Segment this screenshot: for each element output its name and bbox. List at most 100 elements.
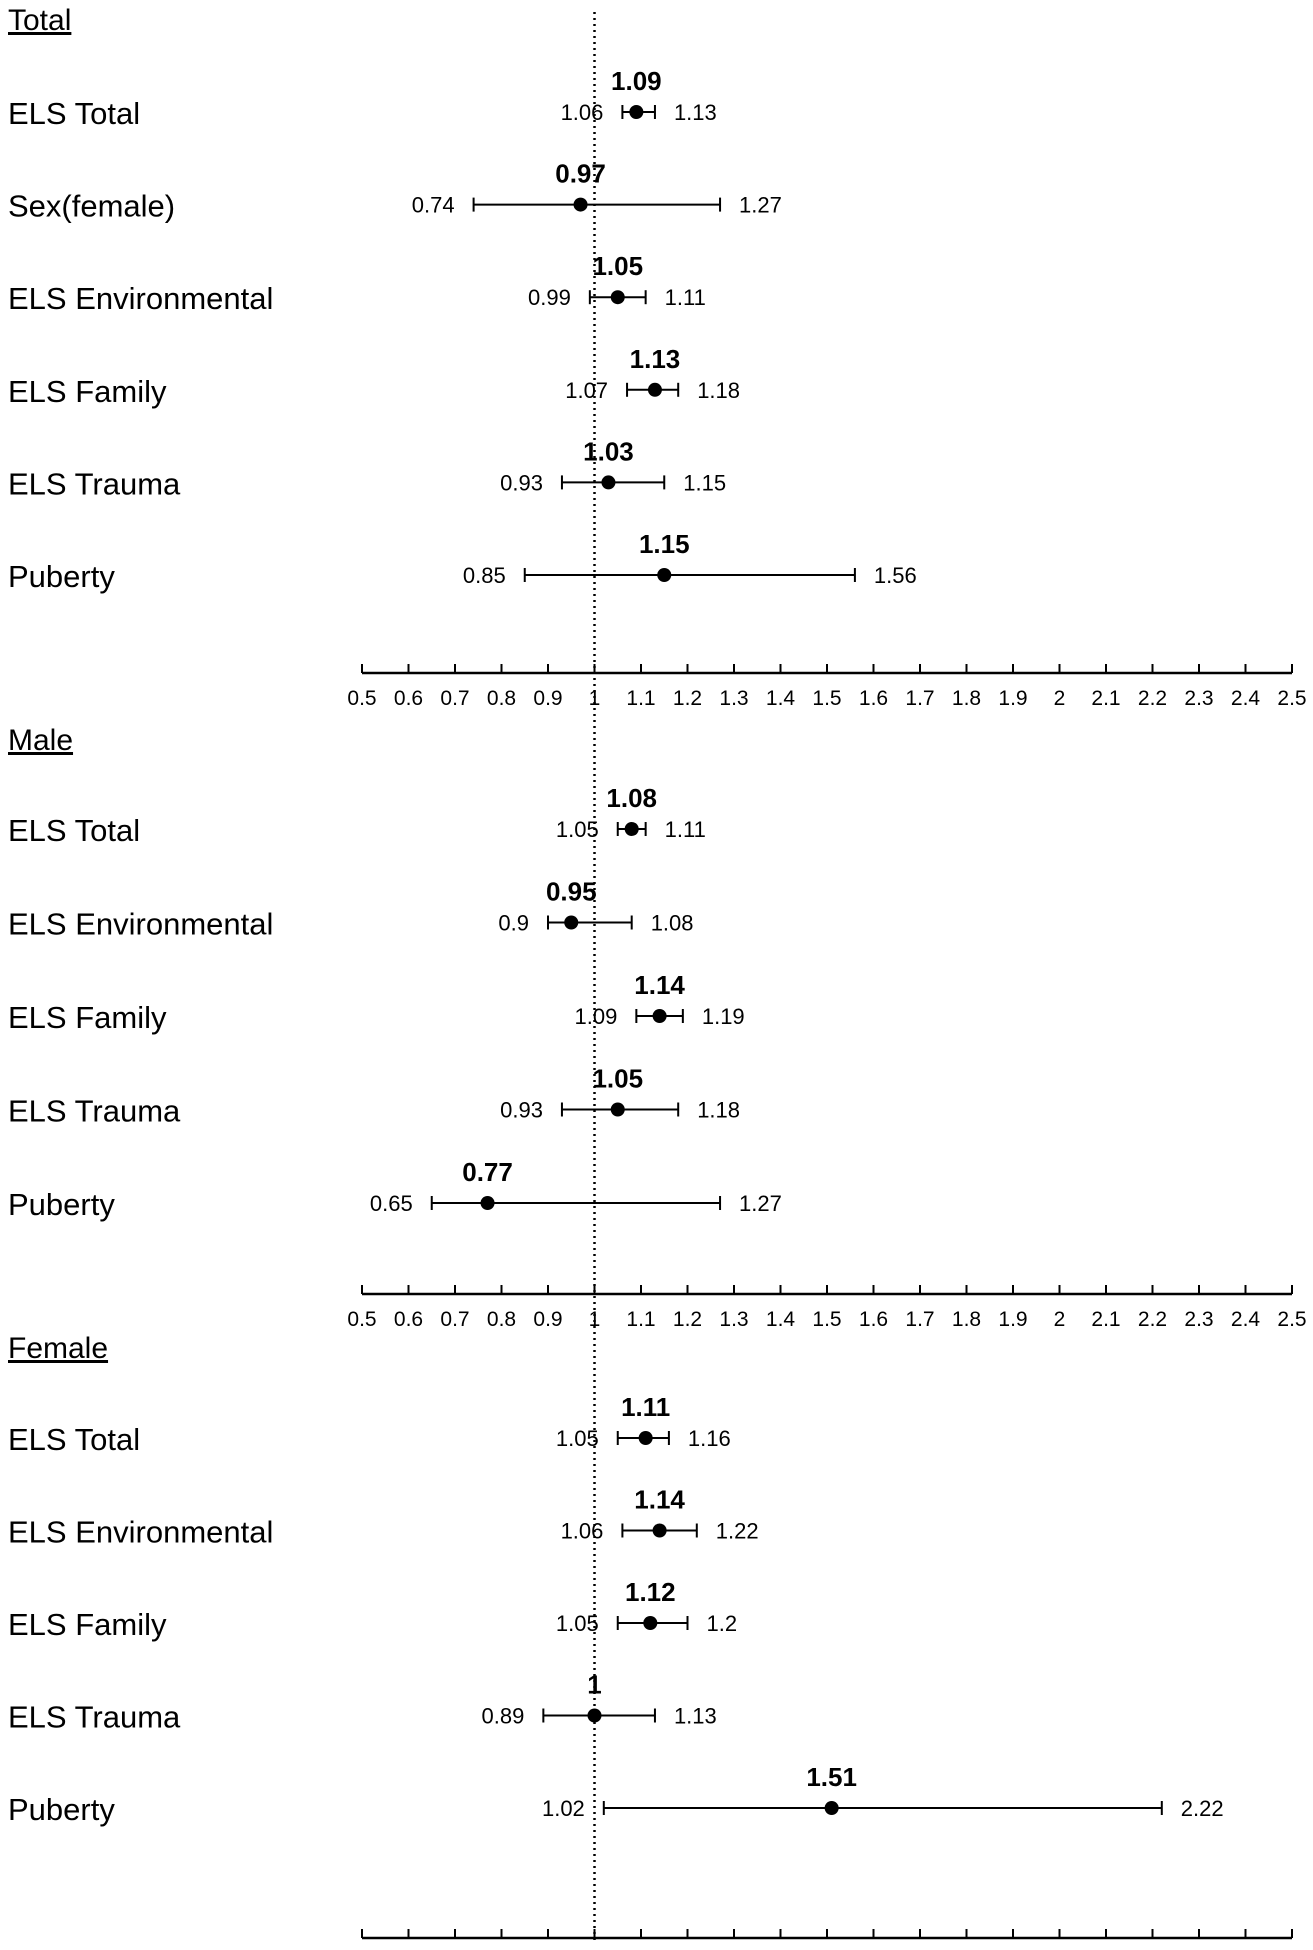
x-tick-label: 1.6 — [859, 687, 888, 710]
x-tick-label: 1.8 — [952, 687, 981, 710]
row-label: ELS Trauma — [8, 1094, 181, 1129]
estimate-label: 1.13 — [630, 344, 681, 374]
row-label: ELS Total — [8, 1422, 140, 1457]
estimate-point — [624, 822, 639, 836]
estimate-label: 1.12 — [625, 1577, 676, 1607]
x-tick-label: 2.1 — [1091, 687, 1120, 710]
ci-upper-label: 1.15 — [683, 470, 726, 495]
x-tick-label: 1.9 — [998, 1308, 1027, 1331]
x-tick-label: 2.3 — [1184, 1308, 1213, 1331]
x-tick-label: 2.5 — [1277, 687, 1306, 710]
estimate-label: 1.11 — [621, 1392, 670, 1422]
ci-lower-label: 1.05 — [556, 1611, 599, 1636]
x-tick-label: 1 — [589, 1308, 601, 1331]
panel-title: Male — [8, 724, 73, 757]
x-tick-label: 0.8 — [487, 687, 516, 710]
x-tick-label: 1.8 — [952, 1308, 981, 1331]
ci-upper-label: 1.56 — [874, 563, 917, 588]
ci-upper-label: 1.18 — [697, 378, 740, 403]
ci-lower-label: 0.74 — [412, 193, 455, 218]
x-tick-label: 1.5 — [812, 1308, 841, 1331]
row-label: ELS Trauma — [8, 466, 181, 501]
ci-upper-label: 1.08 — [651, 911, 694, 936]
x-tick-label: 1.2 — [673, 687, 702, 710]
ci-lower-label: 0.93 — [500, 1098, 543, 1123]
x-tick-label: 2.2 — [1138, 687, 1167, 710]
ci-lower-label: 1.05 — [556, 817, 599, 842]
x-tick-label: 1.4 — [766, 687, 796, 710]
row-label: ELS Environmental — [8, 1515, 273, 1550]
x-tick-label: 1.1 — [626, 1308, 655, 1331]
row-label: Puberty — [8, 1187, 115, 1222]
x-tick-label: 0.9 — [533, 1308, 562, 1331]
x-tick-label: 0.7 — [440, 1308, 469, 1331]
estimate-point — [480, 1196, 495, 1210]
panel-title: Total — [8, 4, 71, 37]
row-label: Puberty — [8, 1792, 115, 1827]
x-tick-label: 2.3 — [1184, 687, 1213, 710]
ci-upper-label: 1.19 — [702, 1004, 745, 1029]
x-tick-label: 2.4 — [1231, 1308, 1261, 1331]
ci-lower-label: 0.65 — [370, 1191, 413, 1216]
estimate-point — [587, 1708, 602, 1723]
panel-title: Female — [8, 1332, 108, 1365]
row-label: ELS Total — [8, 813, 140, 848]
x-tick-label: 0.6 — [394, 1308, 423, 1331]
x-tick-label: 2.5 — [1277, 1308, 1306, 1331]
estimate-point — [652, 1523, 667, 1538]
ci-lower-label: 0.89 — [482, 1704, 525, 1729]
estimate-point — [647, 382, 662, 397]
x-tick-label: 2.2 — [1138, 1308, 1167, 1331]
ci-upper-label: 2.22 — [1181, 1796, 1224, 1821]
ci-lower-label: 0.85 — [463, 563, 506, 588]
x-tick-label: 2.1 — [1091, 1308, 1120, 1331]
estimate-label: 1.51 — [806, 1762, 857, 1792]
estimate-label: 1.14 — [634, 970, 685, 1000]
ci-lower-label: 1.07 — [565, 378, 608, 403]
x-tick-label: 0.7 — [440, 687, 469, 710]
estimate-label: 0.95 — [546, 877, 597, 907]
x-tick-label: 1.5 — [812, 687, 841, 710]
estimate-label: 1 — [587, 1670, 601, 1700]
x-tick-label: 1.3 — [719, 687, 748, 710]
x-tick-label: 0.9 — [533, 687, 562, 710]
estimate-point — [643, 1616, 658, 1630]
row-label: ELS Family — [8, 374, 167, 409]
ci-lower-label: 1.09 — [575, 1004, 618, 1029]
ci-lower-label: 1.02 — [542, 1796, 585, 1821]
estimate-label: 1.14 — [634, 1485, 685, 1515]
ci-upper-label: 1.27 — [739, 1191, 782, 1216]
estimate-label: 1.05 — [592, 251, 643, 281]
estimate-label: 1.08 — [606, 783, 657, 813]
x-tick-label: 1 — [589, 687, 601, 710]
x-tick-label: 1.9 — [998, 687, 1027, 710]
estimate-point — [564, 915, 579, 930]
estimate-label: 0.97 — [555, 159, 606, 189]
x-tick-label: 2 — [1054, 1308, 1066, 1331]
ci-lower-label: 0.93 — [500, 470, 543, 495]
ci-upper-label: 1.2 — [707, 1611, 738, 1636]
x-tick-label: 0.8 — [487, 1308, 516, 1331]
row-label: Puberty — [8, 559, 115, 594]
x-tick-label: 1.7 — [905, 687, 934, 710]
ci-upper-label: 1.22 — [716, 1519, 759, 1544]
row-label: ELS Trauma — [8, 1700, 181, 1735]
row-label: ELS Environmental — [8, 907, 273, 942]
estimate-point — [601, 475, 616, 490]
estimate-point — [824, 1801, 839, 1815]
ci-lower-label: 0.9 — [498, 911, 529, 936]
row-label: ELS Family — [8, 1000, 167, 1035]
row-label: ELS Family — [8, 1607, 167, 1642]
x-tick-label: 1.6 — [859, 1308, 888, 1331]
ci-upper-label: 1.18 — [697, 1098, 740, 1123]
estimate-label: 0.77 — [462, 1157, 513, 1187]
ci-upper-label: 1.16 — [688, 1426, 731, 1451]
ci-upper-label: 1.11 — [665, 817, 706, 842]
ci-lower-label: 1.06 — [561, 1519, 604, 1544]
row-label: ELS Total — [8, 96, 140, 131]
estimate-point — [652, 1009, 667, 1023]
ci-upper-label: 1.11 — [665, 285, 706, 310]
estimate-point — [573, 197, 588, 212]
x-tick-label: 0.5 — [347, 1308, 376, 1331]
estimate-label: 1.15 — [639, 529, 690, 559]
